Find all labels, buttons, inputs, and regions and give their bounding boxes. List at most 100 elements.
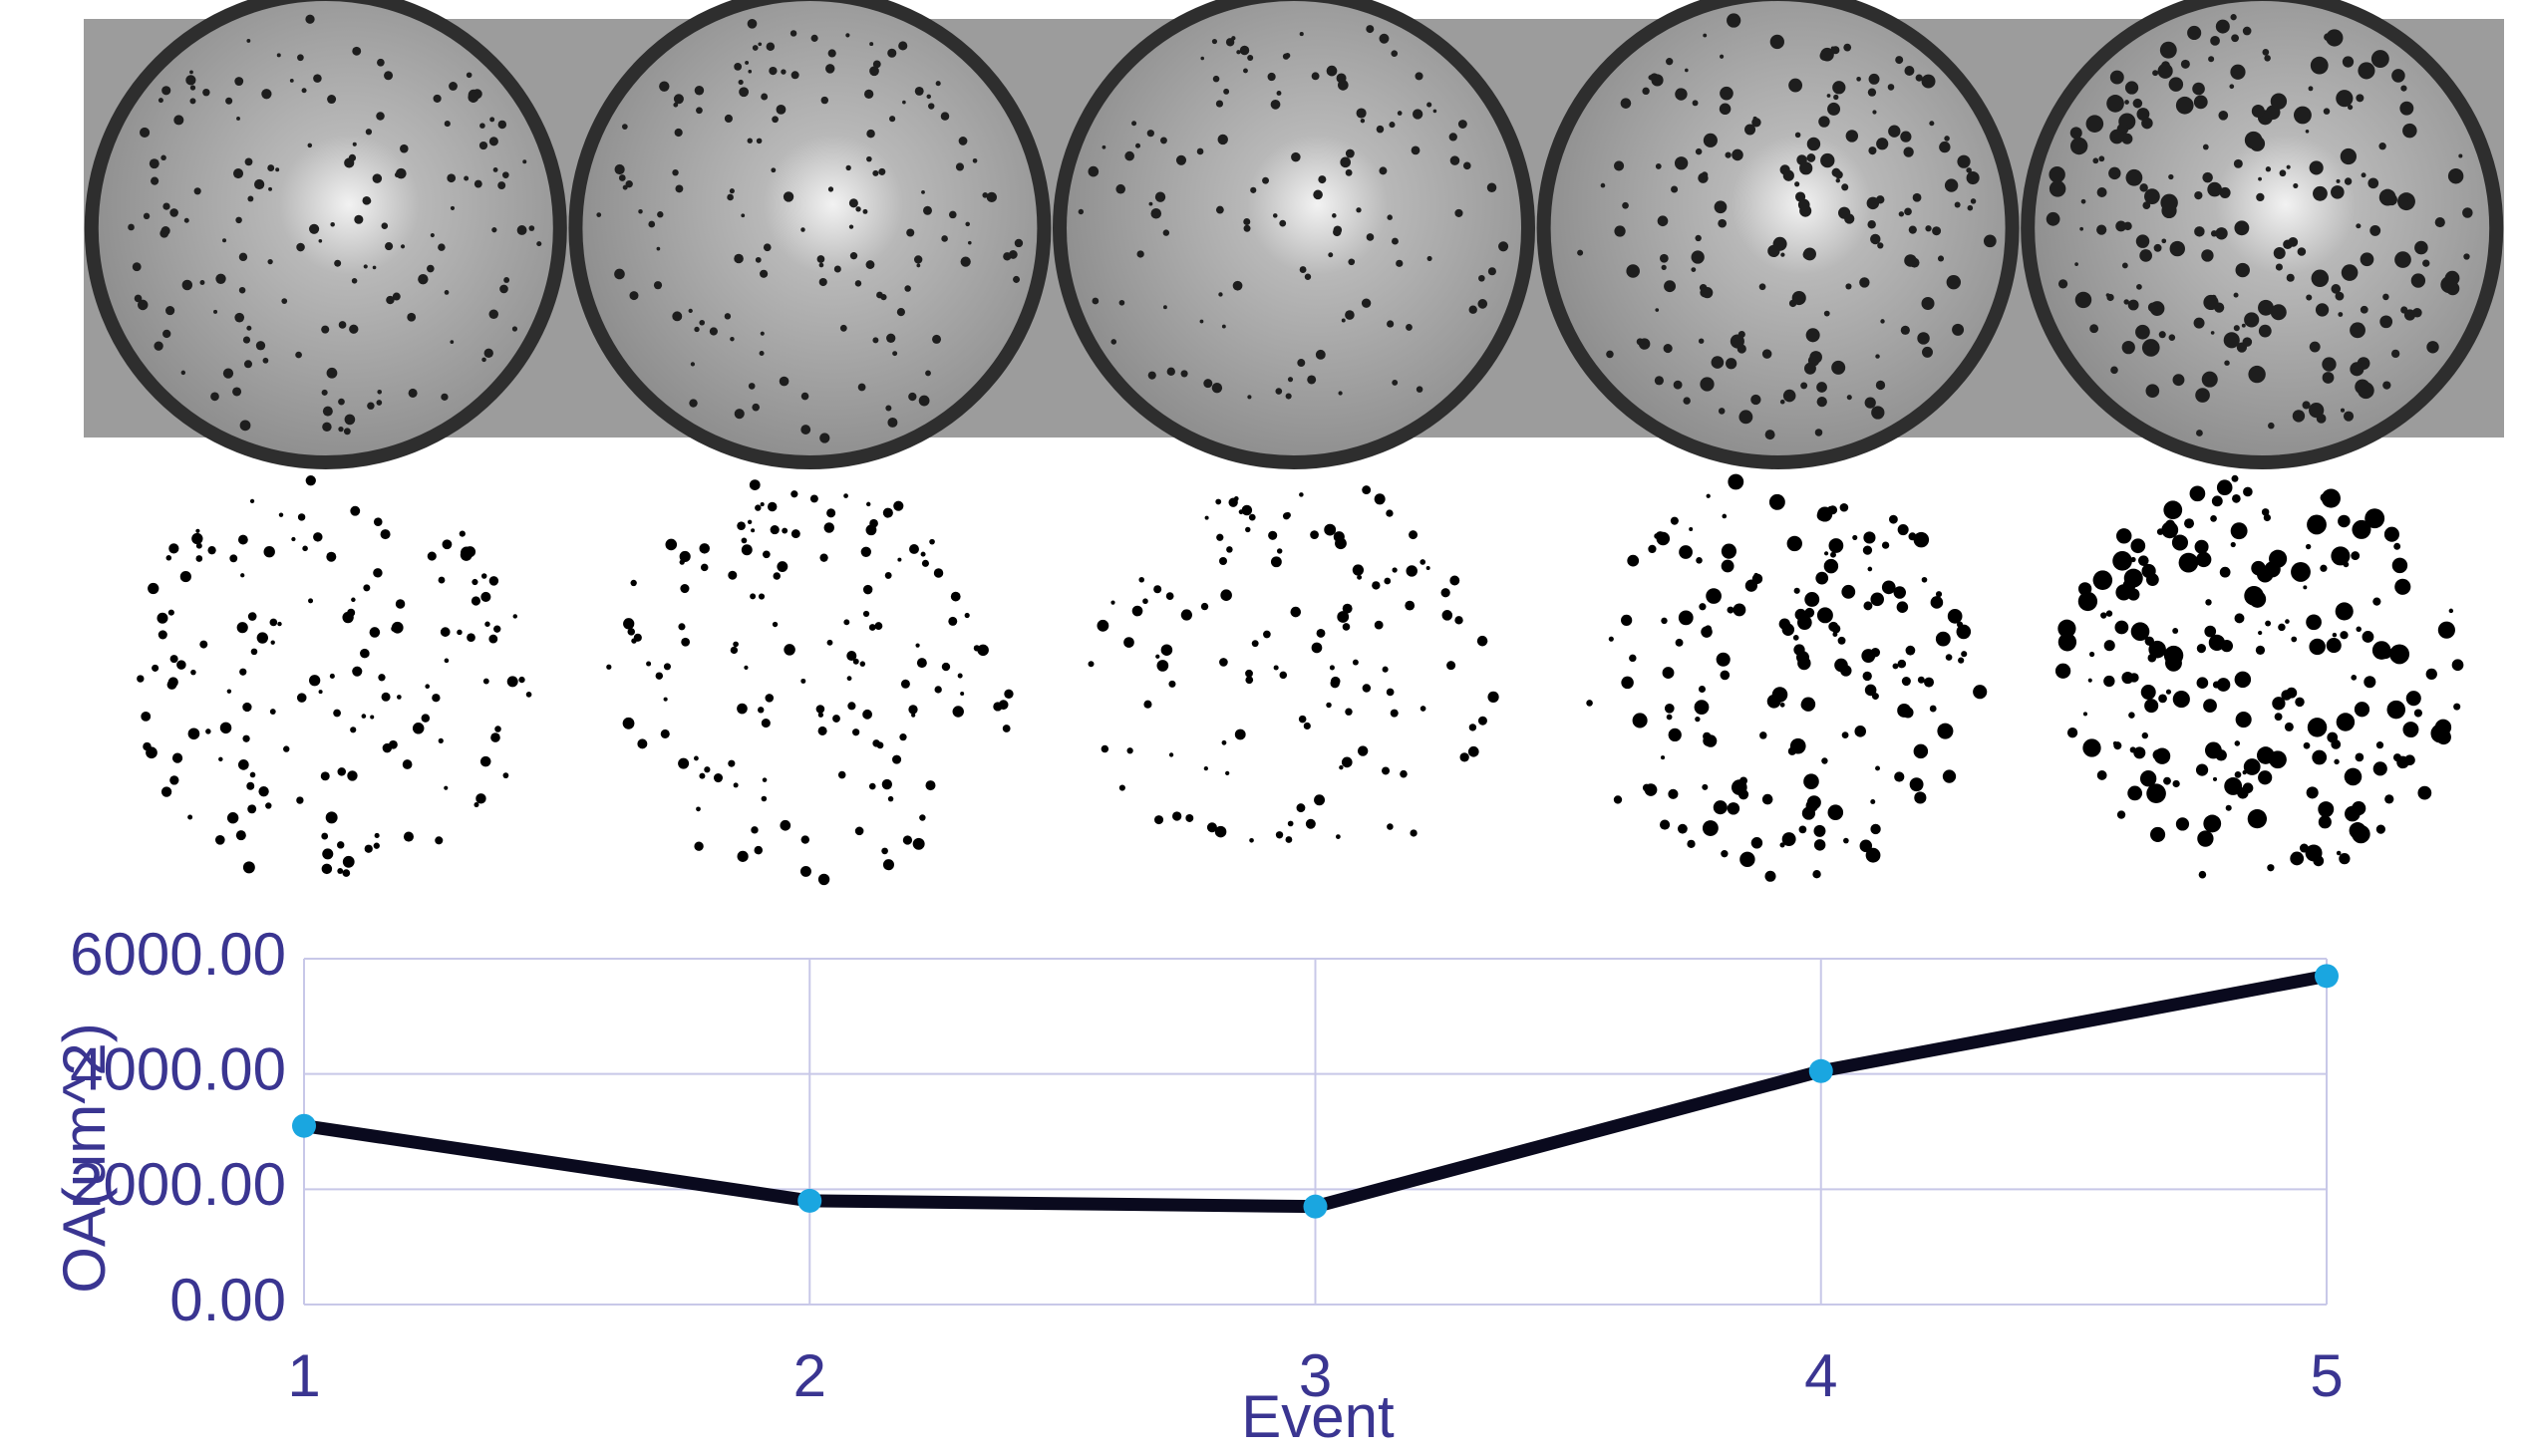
- speck: [690, 362, 696, 367]
- speck: [297, 513, 306, 521]
- speck: [744, 665, 749, 670]
- speck: [1415, 72, 1423, 81]
- speck: [892, 351, 898, 357]
- speck: [1449, 155, 1460, 165]
- speck: [1463, 161, 1471, 170]
- speck: [783, 191, 794, 202]
- speck: [854, 826, 864, 836]
- speck: [820, 96, 829, 105]
- speck: [1285, 393, 1292, 400]
- speck: [242, 336, 251, 344]
- speck: [2201, 371, 2218, 388]
- speck: [151, 176, 159, 185]
- speck: [1662, 667, 1675, 680]
- speck: [1410, 829, 1418, 837]
- speck: [2251, 104, 2265, 119]
- speck: [1366, 233, 1375, 241]
- speck: [900, 679, 910, 689]
- speck: [1172, 811, 1182, 821]
- speck: [2278, 623, 2286, 632]
- speck: [2125, 168, 2143, 186]
- speck: [2321, 488, 2341, 508]
- speck: [1268, 530, 1278, 540]
- speck: [2338, 312, 2344, 317]
- speck: [1888, 125, 1901, 138]
- speck: [1700, 377, 1715, 392]
- speck: [630, 579, 637, 587]
- speck: [1719, 103, 1732, 116]
- speck: [236, 622, 248, 634]
- speck: [675, 95, 680, 99]
- speck: [1730, 334, 1744, 349]
- speck: [2335, 602, 2354, 621]
- speck: [1160, 644, 1173, 656]
- speck: [2243, 486, 2253, 497]
- speck: [2399, 101, 2414, 116]
- speck: [1944, 178, 1959, 192]
- speck: [1804, 607, 1815, 618]
- speck: [1203, 765, 1208, 771]
- speck: [940, 112, 950, 121]
- speck: [1779, 842, 1785, 848]
- speck: [386, 295, 395, 305]
- speck: [862, 584, 873, 595]
- speck: [1642, 87, 1650, 96]
- speck: [2230, 14, 2237, 21]
- speck: [2308, 86, 2314, 92]
- speck: [308, 598, 314, 604]
- speck: [381, 692, 391, 702]
- speck: [728, 759, 736, 767]
- speck: [1713, 800, 1728, 815]
- speck: [2057, 619, 2076, 638]
- speck: [2309, 160, 2324, 175]
- speck: [2372, 761, 2387, 776]
- speck: [506, 676, 518, 688]
- speck: [1348, 258, 1356, 266]
- speck: [908, 705, 918, 715]
- speck: [1841, 183, 1849, 191]
- speck: [2194, 539, 2209, 554]
- speck: [748, 69, 753, 74]
- speck: [2422, 259, 2430, 267]
- speck: [839, 324, 847, 332]
- speck: [1110, 600, 1115, 605]
- speck: [790, 71, 799, 80]
- speck: [2220, 639, 2233, 653]
- speck: [2244, 586, 2264, 606]
- speck: [772, 116, 779, 124]
- speck: [322, 848, 334, 860]
- speck: [2204, 625, 2217, 638]
- speck: [2193, 95, 2208, 110]
- speck: [1279, 671, 1288, 680]
- speck: [333, 709, 341, 718]
- speck: [2378, 188, 2396, 206]
- speck: [2242, 782, 2254, 794]
- speck: [1780, 252, 1785, 257]
- speck: [2306, 786, 2319, 799]
- speck: [769, 66, 778, 76]
- speck: [1338, 391, 1343, 396]
- speck: [1863, 531, 1876, 544]
- speck: [1115, 183, 1125, 194]
- speck: [2371, 641, 2391, 660]
- speck: [1897, 524, 1909, 536]
- speck: [1956, 624, 1972, 640]
- speck: [941, 662, 951, 672]
- speck: [2141, 117, 2153, 130]
- speck: [852, 658, 859, 665]
- speck: [480, 573, 487, 579]
- speck: [1287, 820, 1294, 827]
- speck: [1946, 274, 1962, 290]
- speck: [1897, 703, 1912, 718]
- speck: [267, 259, 273, 265]
- speck: [2320, 564, 2328, 572]
- speck: [473, 179, 482, 188]
- speck: [322, 406, 333, 417]
- y-tick-label: 6000.00: [70, 921, 286, 988]
- speck: [699, 772, 706, 779]
- speck: [256, 632, 268, 644]
- speck: [1764, 430, 1775, 440]
- speck: [1621, 676, 1634, 690]
- speck: [1674, 156, 1689, 170]
- speck: [932, 334, 942, 344]
